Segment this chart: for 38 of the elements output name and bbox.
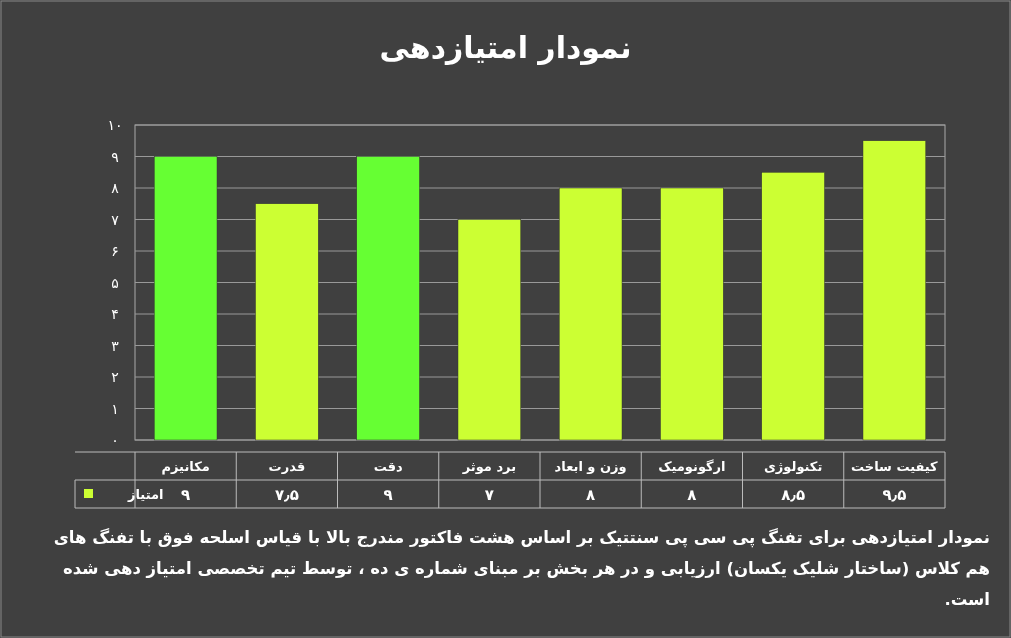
data-label: ۷: [484, 486, 494, 504]
x-tick-label: قدرت: [268, 459, 306, 474]
y-tick-label: ۴: [111, 306, 119, 322]
bar: [761, 172, 825, 441]
y-tick-label: ۳: [111, 337, 120, 354]
data-label: ۸: [586, 486, 596, 504]
y-tick-label: ۷: [111, 211, 120, 228]
y-tick-label: ۶: [111, 243, 119, 259]
data-label: ۹٫۵: [882, 486, 907, 504]
bar: [660, 187, 724, 441]
x-tick-label: کیفیت ساخت: [851, 459, 939, 474]
data-label: ۸: [687, 486, 697, 504]
y-tick-label: ۰: [111, 432, 119, 448]
y-tick-label: ۱۰: [107, 117, 123, 133]
bar: [457, 219, 522, 441]
y-tick-label: ۹: [111, 148, 119, 165]
data-label: ۸٫۵: [781, 486, 806, 504]
y-tick-label: ۵: [111, 274, 119, 291]
bar: [356, 156, 420, 441]
data-label: ۹: [383, 486, 393, 504]
y-tick-label: ۸: [111, 180, 120, 196]
text: نمودار امتیازدهی برای تفنگ پی سی پی سنتتیک بر اساس هشت فاکتور مندرج بالا با قیاس اسلحه فوق با تفنگ های هم کلاس (ساختار شلیک یکسان) ارزیابی و در هر بخش بر مبنای شماره ی ده ، توسط تیم تخصصی امتیاز دهی شده است.: [52, 527, 990, 611]
data-label: ۹: [181, 486, 191, 504]
chart-title: نمودار امتیازدهی: [379, 30, 632, 65]
legend: امتیاز: [84, 487, 164, 502]
x-tick-label: ارگونومیک: [658, 459, 726, 474]
bar: [862, 140, 927, 441]
x-tick-label: برد موثر: [461, 459, 517, 474]
y-tick-label: ۲: [111, 369, 119, 385]
bar: [558, 187, 623, 441]
x-tick-label: وزن و ابعاد: [554, 459, 627, 474]
data-label: ۷٫۵: [274, 486, 299, 504]
bar: [153, 156, 218, 441]
bar: [255, 203, 319, 441]
x-tick-label: تکنولوژی: [763, 459, 823, 474]
x-tick-label: دقت: [373, 459, 403, 474]
x-tick-label: مکانیزم: [161, 459, 210, 475]
y-tick-label: ۱: [111, 400, 119, 417]
